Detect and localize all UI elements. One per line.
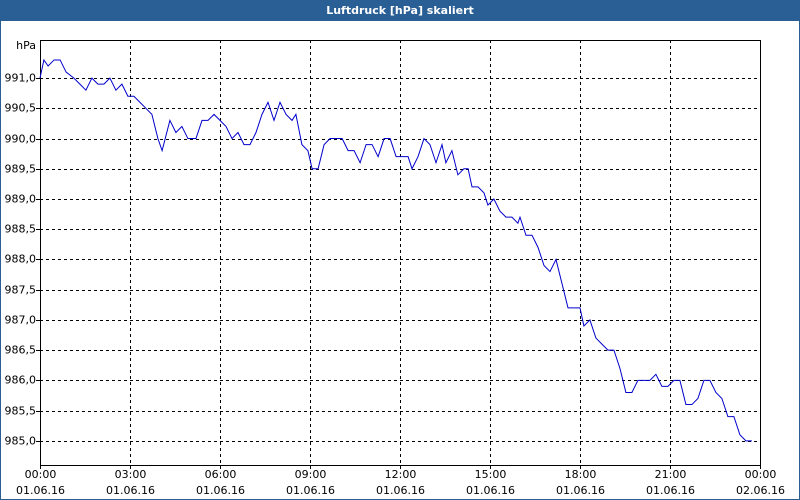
data-line [39, 58, 752, 442]
x-tick-date: 01.06.16 [196, 484, 245, 497]
y-tick-label: 991,0 [5, 72, 37, 85]
x-tick-label: 12:00 [385, 468, 417, 481]
x-tick-label: 00:00 [745, 468, 777, 481]
y-tick-label: 985,5 [5, 405, 37, 418]
y-tick-label: 988,0 [5, 253, 37, 266]
y-tick-label: 986,0 [5, 374, 37, 387]
x-tick-label: 21:00 [655, 468, 687, 481]
y-axis-label: hPa [16, 39, 36, 52]
x-tick-date: 01.06.16 [16, 484, 65, 497]
y-tick-label: 987,0 [5, 314, 37, 327]
x-tick-date: 01.06.16 [106, 484, 155, 497]
y-tick-label: 990,0 [5, 133, 37, 146]
x-tick-label: 03:00 [115, 468, 147, 481]
x-tick-label: 00:00 [25, 468, 57, 481]
y-tick-label: 989,0 [5, 193, 37, 206]
x-tick-date: 01.06.16 [376, 484, 425, 497]
y-tick-label: 990,5 [5, 102, 37, 115]
x-tick-label: 09:00 [295, 468, 327, 481]
y-tick-label: 988,5 [5, 223, 37, 236]
x-tick-label: 15:00 [475, 468, 507, 481]
x-tick-date: 01.06.16 [466, 484, 515, 497]
x-tick-date: 01.06.16 [286, 484, 335, 497]
x-tick-date: 02.06.16 [736, 484, 785, 497]
x-tick-date: 01.06.16 [556, 484, 605, 497]
x-tick-label: 18:00 [565, 468, 597, 481]
x-tick-date: 01.06.16 [646, 484, 695, 497]
title-bar [0, 0, 800, 21]
y-tick-label: 989,5 [5, 163, 37, 176]
x-tick-label: 06:00 [205, 468, 237, 481]
chart-title: Luftdruck [hPa] skaliert [326, 4, 474, 17]
y-tick-label: 985,0 [5, 435, 37, 448]
y-tick-label: 987,5 [5, 284, 37, 297]
y-tick-label: 986,5 [5, 344, 37, 357]
plot-border [40, 40, 761, 466]
